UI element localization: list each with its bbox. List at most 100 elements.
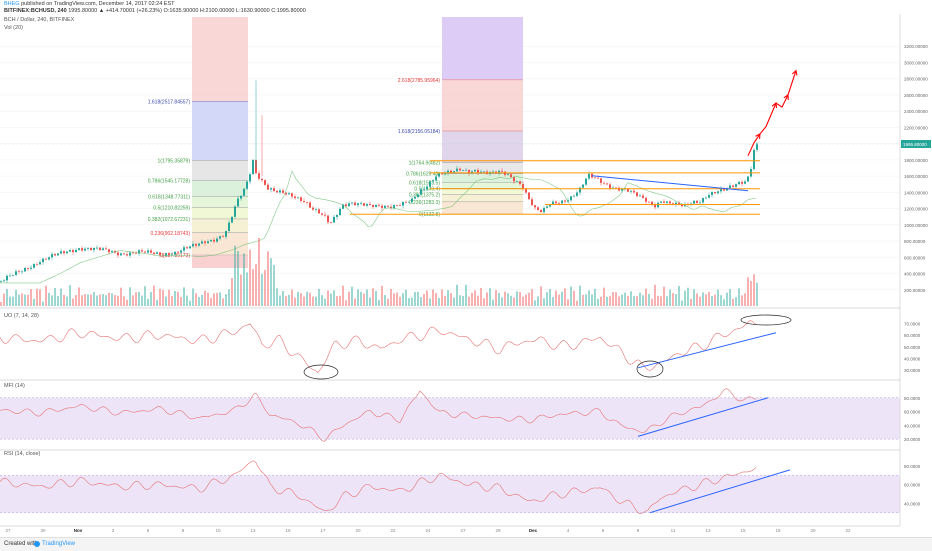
- volume-bar: [408, 298, 410, 306]
- volume-bar: [570, 286, 572, 306]
- volume-bar: [36, 288, 38, 306]
- price-candle: [693, 200, 695, 204]
- volume-bar: [195, 293, 197, 306]
- volume-bar: [3, 293, 5, 306]
- price-candle: [561, 200, 563, 204]
- price-axis-label: 3200.00000: [904, 44, 928, 49]
- volume-bar: [198, 297, 200, 306]
- volume-bar: [216, 292, 218, 306]
- volume-bar: [705, 294, 707, 306]
- x-axis-label: 6: [147, 528, 150, 533]
- volume-bar: [462, 296, 464, 306]
- price-candle: [585, 178, 587, 185]
- price-candle: [39, 262, 41, 265]
- price-candle: [150, 250, 152, 253]
- fib-left-zone: [192, 218, 248, 233]
- x-axis-label: 24: [425, 528, 431, 533]
- price-candle: [225, 230, 227, 237]
- volume-bar: [0, 302, 2, 306]
- price-candle: [369, 204, 371, 205]
- rsi-trendline: [649, 469, 791, 514]
- x-axis-label: 17: [320, 528, 326, 533]
- tradingview-brand[interactable]: TradingView: [42, 541, 76, 547]
- mfi-axis-label: 20.0000: [904, 437, 921, 442]
- price-candle: [357, 203, 359, 206]
- projection-arrow-path: [747, 70, 797, 157]
- uo-axis-label: 50.0000: [904, 345, 921, 350]
- volume-bar: [123, 296, 125, 306]
- fib-right-level-label: 0.618(1523.5): [409, 180, 440, 186]
- volume-bar: [15, 289, 17, 306]
- x-axis-label: 8: [182, 528, 185, 533]
- price-candle: [696, 200, 698, 203]
- volume-bar: [129, 287, 131, 306]
- volume-bar: [591, 294, 593, 306]
- volume-bar: [177, 291, 179, 306]
- volume-bar: [183, 287, 185, 306]
- volume-bar: [441, 289, 443, 306]
- price-candle: [627, 188, 629, 192]
- price-candle: [6, 275, 8, 281]
- volume-bar: [456, 284, 458, 306]
- volume-bar: [477, 295, 479, 306]
- volume-bar: [615, 292, 617, 306]
- price-candle: [204, 241, 206, 244]
- price-candle: [408, 201, 410, 203]
- price-candle: [678, 202, 680, 205]
- fib-right-level-label: 0.382(1375.2): [409, 192, 440, 198]
- uo-axis-label: 30.0000: [904, 368, 921, 373]
- volume-bar: [21, 293, 23, 306]
- volume-bar: [426, 290, 428, 306]
- rsi-band: [0, 475, 900, 513]
- price-candle: [717, 191, 719, 194]
- volume-bar: [510, 295, 512, 306]
- price-candle: [165, 253, 167, 256]
- price-candle: [564, 200, 566, 202]
- volume-bar: [228, 289, 230, 306]
- rsi-line: [0, 460, 757, 515]
- volume-bar: [729, 289, 731, 306]
- price-candle: [597, 177, 599, 179]
- publisher-user[interactable]: BHEG: [4, 1, 20, 7]
- volume-bar: [405, 289, 407, 306]
- volume-bar: [273, 264, 275, 306]
- price-candle: [666, 201, 668, 203]
- volume-bar: [300, 293, 302, 306]
- rsi-title: RSI (14, close): [4, 451, 41, 457]
- pane-title: BCH / Dollar, 240, BITFINEX: [4, 17, 75, 23]
- volume-bar: [435, 293, 437, 306]
- volume-bar: [738, 288, 740, 306]
- price-candle: [45, 258, 47, 260]
- symbol-name: BITFINEX:BCHUSD, 240: [4, 8, 67, 14]
- price-candle: [711, 192, 713, 196]
- volume-bar: [135, 292, 137, 306]
- x-axis-label: 27: [460, 528, 466, 533]
- volume-bar: [516, 291, 518, 306]
- price-candle: [390, 206, 392, 209]
- price-candle: [543, 207, 545, 213]
- price-candle: [294, 196, 296, 199]
- price-candle: [681, 204, 683, 207]
- price-axis-label: 2800.00000: [904, 77, 928, 82]
- volume-bar: [342, 285, 344, 306]
- price-candle: [603, 182, 605, 184]
- uo-axis-label: 70.0000: [904, 321, 921, 326]
- footer-bar: Created with TradingView: [0, 537, 932, 551]
- volume-bar: [660, 296, 662, 306]
- x-axis-label: Nov: [74, 528, 83, 533]
- volume-bar: [168, 289, 170, 306]
- volume-bar: [471, 292, 473, 306]
- volume-bar: [303, 296, 305, 306]
- price-candle: [108, 249, 110, 253]
- volume-bar: [261, 274, 263, 306]
- price-candle: [753, 149, 755, 170]
- volume-bar: [603, 287, 605, 306]
- fib-right-level-label: 0.236(1283.3): [409, 200, 440, 206]
- uo-annotation-ellipse: [740, 314, 792, 326]
- x-axis-label: 15: [285, 528, 291, 533]
- volume-bar: [459, 295, 461, 306]
- price-candle: [699, 202, 701, 204]
- price-candle: [732, 185, 734, 187]
- price-candle: [573, 195, 575, 197]
- volume-bar: [246, 272, 248, 306]
